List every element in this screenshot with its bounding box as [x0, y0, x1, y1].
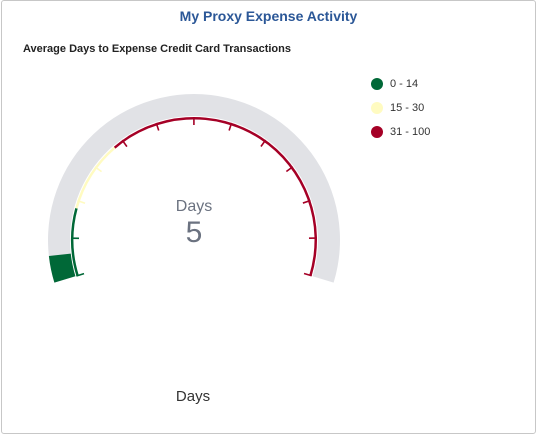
gauge-value-label: 5 — [186, 216, 203, 249]
gauge-tick — [76, 272, 85, 277]
chart-legend: 0 - 14 15 - 30 31 - 100 — [371, 72, 430, 144]
gauge-tick — [121, 139, 128, 148]
gauge-tick — [228, 122, 233, 131]
legend-item[interactable]: 31 - 100 — [371, 120, 430, 144]
chart-title: Average Days to Expense Credit Card Tran… — [23, 43, 291, 55]
legend-item[interactable]: 0 - 14 — [371, 72, 430, 96]
legend-item[interactable]: 15 - 30 — [371, 96, 430, 120]
legend-swatch — [371, 78, 383, 90]
gauge-band — [75, 146, 116, 209]
tile-title[interactable]: My Proxy Expense Activity — [179, 8, 358, 24]
gauge-band — [113, 117, 317, 276]
legend-swatch — [371, 102, 383, 114]
gauge-tick — [94, 166, 103, 173]
gauge-tick — [155, 122, 160, 131]
gauge-band — [70, 207, 79, 276]
legend-label: 0 - 14 — [390, 78, 419, 90]
legend-label: 31 - 100 — [390, 126, 431, 138]
legend-label: 15 - 30 — [390, 102, 425, 114]
gauge-tick — [260, 139, 267, 147]
gauge-tick — [77, 199, 86, 204]
legend-swatch — [371, 126, 383, 138]
gauge-center-label: Days — [176, 198, 212, 215]
gauge-tick — [303, 272, 312, 277]
gauge-value-fill — [48, 253, 76, 283]
gauge-axis-label: Days — [175, 388, 211, 405]
gauge-tick — [285, 166, 294, 173]
gauge-tick — [302, 199, 311, 204]
